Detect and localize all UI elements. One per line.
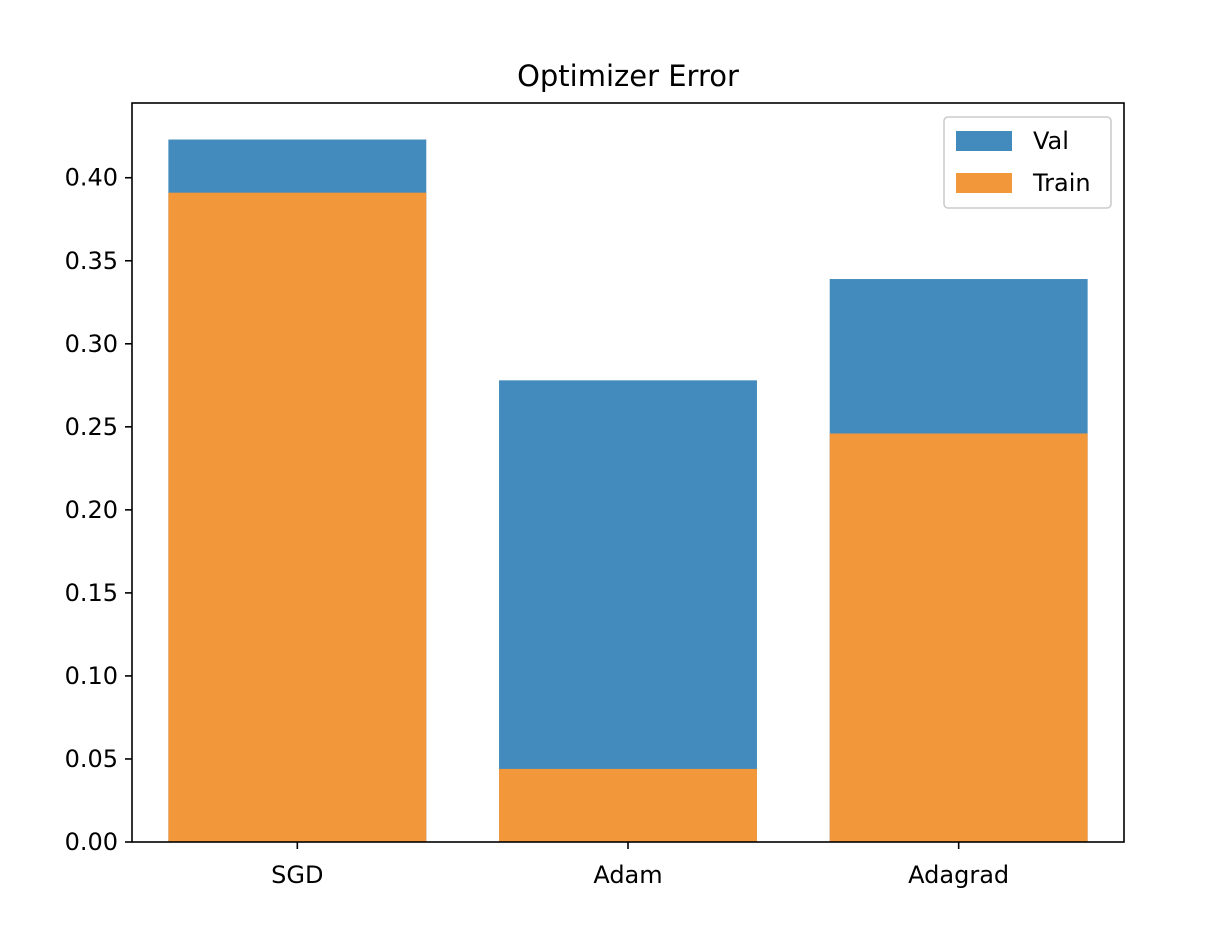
y-tick-label: 0.35	[65, 247, 118, 275]
y-tick-label: 0.25	[65, 413, 118, 441]
y-tick-label: 0.15	[65, 579, 118, 607]
legend: Val Train	[943, 116, 1112, 209]
y-tick-label: 0.20	[65, 496, 118, 524]
legend-label-train: Train	[1032, 169, 1091, 197]
chart-title: Optimizer Error	[517, 59, 739, 93]
bar-val-adam	[499, 380, 757, 842]
y-axis: 0.00 0.05 0.10 0.15 0.20 0.25 0.30 0.35 0.40	[65, 164, 132, 856]
legend-label-val: Val	[1033, 127, 1069, 155]
x-tick-label: Adagrad	[908, 861, 1009, 889]
bar-train-adagrad	[829, 433, 1088, 842]
y-tick-label: 0.40	[65, 164, 118, 192]
bars-layer	[168, 139, 1088, 843]
legend-swatch-val	[956, 131, 1012, 151]
legend-swatch-train	[956, 173, 1012, 193]
x-axis: SGD Adam Adagrad	[271, 842, 1009, 889]
bar-train-sgd	[168, 192, 427, 843]
x-tick-label: Adam	[593, 861, 662, 889]
bar-train-adam	[499, 768, 757, 842]
y-tick-label: 0.30	[65, 330, 118, 358]
y-tick-label: 0.10	[65, 662, 118, 690]
y-tick-label: 0.05	[65, 745, 118, 773]
x-tick-label: SGD	[271, 861, 323, 889]
y-tick-label: 0.00	[65, 828, 118, 856]
